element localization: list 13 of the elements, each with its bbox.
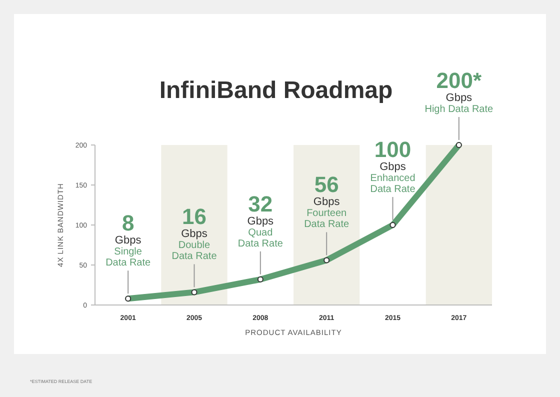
text: 16 <box>182 204 206 230</box>
annotation: Gbps Fourteen Data Rate <box>304 196 350 230</box>
annotation: Gbps Enhanced Data Rate <box>370 161 416 195</box>
annotation: Gbps Double Data Rate <box>172 228 218 262</box>
text: 100 <box>374 137 412 162</box>
annotation: Gbps High Data Rate <box>424 92 494 115</box>
chart-title: InfiniBand Roadmap <box>159 77 393 104</box>
annotation: Gbps Quad Data Rate <box>238 215 284 250</box>
annotation: Gbps Single Data Rate <box>106 234 152 269</box>
text: 56 <box>314 172 339 198</box>
text: 32 <box>248 191 273 216</box>
text: 8 <box>122 210 134 236</box>
text: 200* <box>436 68 482 93</box>
